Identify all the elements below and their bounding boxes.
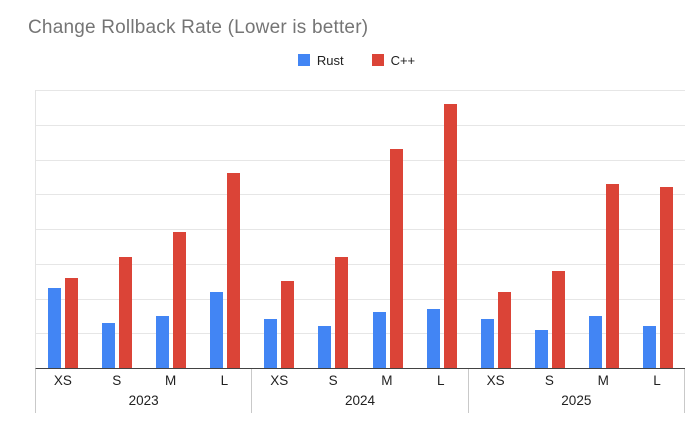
axis-section-2024: XS S M L 2024 <box>252 369 469 413</box>
category-label-row-2023: XS S M L <box>36 369 251 391</box>
category-label-2024-l: L <box>436 372 445 388</box>
gridline <box>36 263 685 265</box>
bar-rust-2024-s <box>318 326 332 368</box>
category-label-2024-m: M <box>381 372 393 388</box>
year-label-2025: 2025 <box>561 393 592 408</box>
axis-section-2023: XS S M L 2023 <box>36 369 253 413</box>
bar-pair-2024-s <box>306 90 360 368</box>
category-label-2024-xs: XS <box>270 372 289 388</box>
bar-cpp-2025-s <box>551 270 565 368</box>
bar-rust-2023-s <box>102 322 116 368</box>
bar-pair-2023-xs <box>36 90 90 368</box>
gridline <box>36 90 685 91</box>
bar-pair-2025-s <box>523 90 577 368</box>
bar-rust-2023-l <box>210 291 224 368</box>
bar-rust-2023-m <box>156 315 170 368</box>
axis-section-2025: XS S M L 2025 <box>469 369 685 413</box>
chart-title: Change Rollback Rate (Lower is better) <box>28 17 369 38</box>
bar-cpp-2025-l <box>659 187 673 368</box>
year-label-2024: 2024 <box>344 393 376 408</box>
bar-rust-2025-s <box>534 329 548 368</box>
category-label-row-2025: XS S M L <box>469 369 684 391</box>
category-label-2025-xs: XS <box>486 372 505 388</box>
plot-section-2023 <box>36 90 252 368</box>
legend-swatch-cpp <box>371 54 384 66</box>
bar-groups <box>36 90 685 368</box>
bar-rust-2024-m <box>372 312 386 368</box>
bar-rust-2023-xs <box>48 288 62 368</box>
category-label-row-2024: XS S M L <box>252 369 467 391</box>
bar-cpp-2023-xs <box>65 277 79 368</box>
bar-cpp-2024-m <box>389 149 403 368</box>
bar-pair-2023-m <box>144 90 198 368</box>
category-label-2025-l: L <box>653 372 661 388</box>
gridline <box>36 124 685 126</box>
chart-legend: Rust C++ <box>28 52 685 68</box>
plot-area <box>35 90 685 369</box>
bar-rust-2025-xs <box>480 319 494 368</box>
category-label-2023-m: M <box>164 372 177 388</box>
bar-pair-2024-l <box>415 90 469 368</box>
category-label-2023-s: S <box>112 372 122 388</box>
bar-pair-2024-m <box>360 90 414 368</box>
category-label-2023-xs: XS <box>53 372 72 388</box>
bar-pair-2025-xs <box>469 90 523 368</box>
bar-cpp-2025-xs <box>497 291 511 368</box>
bar-cpp-2024-l <box>443 103 457 368</box>
gridline <box>36 159 685 161</box>
gridline <box>36 298 685 300</box>
bar-pair-2025-l <box>631 90 685 368</box>
bar-rust-2024-l <box>426 308 440 368</box>
bar-pair-2023-l <box>198 90 252 368</box>
bar-pair-2025-m <box>577 90 631 368</box>
bar-cpp-2023-s <box>119 256 133 368</box>
bar-rust-2025-m <box>588 315 602 368</box>
plot-section-2025 <box>469 90 685 368</box>
category-label-2023-l: L <box>220 372 229 388</box>
category-label-2024-s: S <box>328 372 338 388</box>
bar-rust-2024-xs <box>264 319 278 368</box>
legend-label-rust: Rust <box>316 52 344 68</box>
category-label-2025-m: M <box>597 372 609 388</box>
year-label-2023: 2023 <box>128 393 159 408</box>
bar-cpp-2024-s <box>335 256 349 368</box>
bar-pair-2023-s <box>90 90 144 368</box>
legend-item-rust: Rust <box>297 52 344 68</box>
bar-cpp-2025-m <box>605 183 619 368</box>
legend-item-cpp: C++ <box>371 52 416 68</box>
gridline <box>36 229 685 230</box>
x-axis-labels: XS S M L 2023 XS S M L 2024 XS S M L 2025 <box>35 369 685 413</box>
bar-cpp-2023-m <box>173 232 187 368</box>
bar-rust-2025-l <box>642 326 656 368</box>
gridline <box>36 333 685 335</box>
legend-swatch-rust <box>297 54 310 66</box>
plot-wrap: XS S M L 2023 XS S M L 2024 XS S M L 2025 <box>35 90 685 413</box>
bar-cpp-2024-xs <box>281 281 295 368</box>
legend-label-cpp: C++ <box>390 52 416 68</box>
category-label-2025-s: S <box>544 372 554 388</box>
plot-section-2024 <box>252 90 468 368</box>
bar-cpp-2023-l <box>227 173 241 368</box>
gridline <box>36 194 685 196</box>
bar-pair-2024-xs <box>252 90 306 368</box>
